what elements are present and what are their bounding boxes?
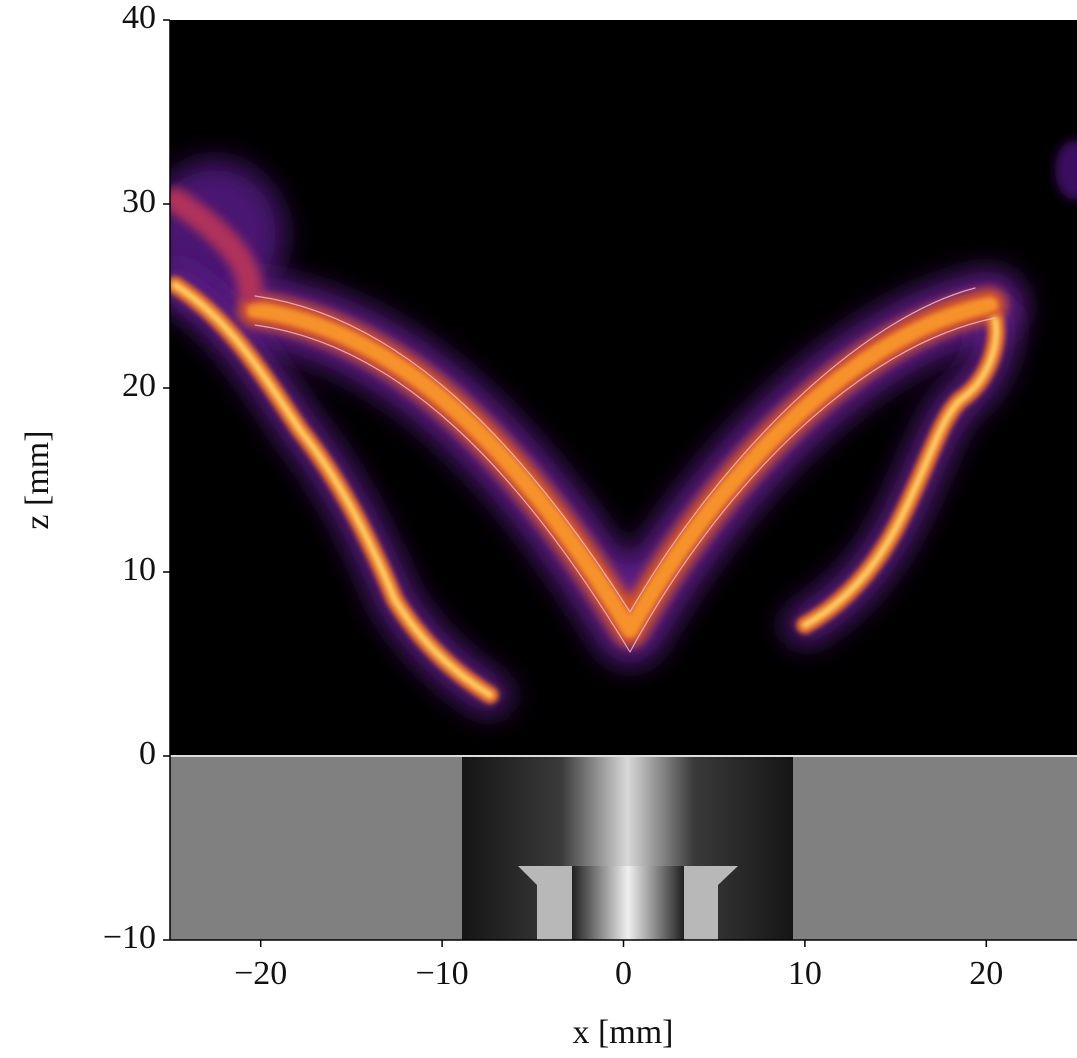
y-tick-label: 10 — [122, 551, 156, 588]
y-tick-label: 30 — [122, 183, 156, 220]
x-tick-label: 0 — [615, 955, 632, 992]
x-tick-label: −10 — [416, 955, 469, 992]
y-tick-label: 20 — [122, 367, 156, 404]
nozzle-insert — [518, 866, 738, 940]
burner-image — [170, 755, 1077, 940]
y-tick-label: 0 — [139, 735, 156, 772]
y-tick-label: 40 — [122, 0, 156, 36]
x-tick-label: 10 — [788, 955, 822, 992]
nozzle-core — [572, 866, 684, 940]
y-axis-label: z [mm] — [19, 430, 56, 529]
flame-image — [170, 20, 1077, 756]
flame — [170, 140, 1077, 715]
x-tick-label: 20 — [969, 955, 1003, 992]
x-tick-label: −20 — [234, 955, 287, 992]
y-tick-label: −10 — [103, 919, 156, 956]
x-axis-label: x [mm] — [572, 1014, 673, 1051]
